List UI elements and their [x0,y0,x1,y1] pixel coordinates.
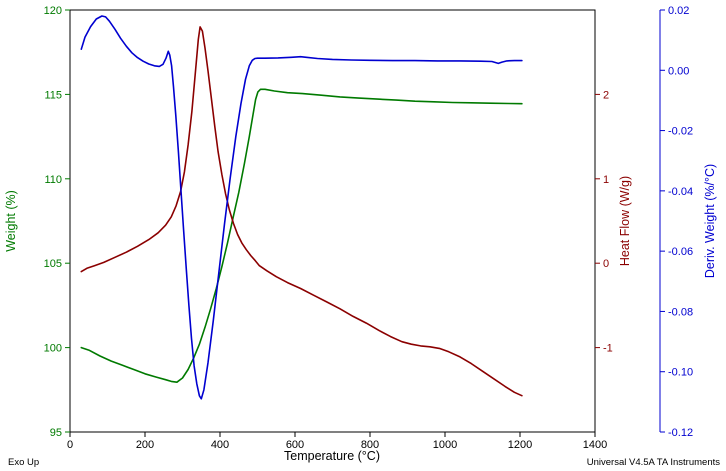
x-tick-label: 400 [211,439,229,451]
heat-flow-tick-label: 2 [603,89,609,101]
x-tick-label: 0 [67,439,73,451]
deriv-weight-tick-label: -0.12 [668,427,693,439]
x-tick-label: 1000 [433,439,457,451]
weight-axis-ticks: 95 100 105 110 115 120 [44,5,70,439]
x-tick-label: 1200 [508,439,532,451]
chart-series [80,15,523,400]
deriv-weight-tick-label: -0.06 [668,246,693,258]
deriv-weight-tick-label: -0.02 [668,126,693,138]
heat-flow-axis-title: Heat Flow (W/g) [618,176,632,266]
heat-flow-tick-label: 1 [603,174,609,186]
weight-tick-label: 95 [50,427,62,439]
weight-tick-label: 115 [44,89,62,101]
exo-up-label: Exo Up [8,457,39,468]
x-axis-title: Temperature (°C) [284,449,380,463]
deriv-weight-axis-ticks: -0.12 -0.10 -0.08 -0.06 -0.04 -0.02 0.00 0.02 [660,5,693,439]
plot-frame [69,9,596,433]
deriv-weight-tick-label: 0.02 [668,5,689,17]
x-tick-label: 200 [136,439,154,451]
x-tick-label: 600 [286,439,304,451]
weight-tick-label: 100 [44,343,62,355]
deriv-weight-tick-label: -0.08 [668,306,693,318]
x-tick-label: 800 [361,439,379,451]
series-weight [80,88,523,384]
deriv-weight-tick-label: -0.04 [668,186,693,198]
deriv-weight-tick-label: -0.10 [668,367,693,379]
x-axis-ticks: 0 200 400 600 800 1000 1200 1400 [67,432,607,451]
weight-axis-title: Weight (%) [4,190,18,252]
weight-tick-label: 105 [44,258,62,270]
x-tick-label: 1400 [583,439,607,451]
series-deriv_weight [80,15,523,400]
heat-flow-axis-ticks: -1 0 1 2 [595,89,613,355]
weight-tick-label: 110 [44,174,62,186]
deriv-weight-tick-label: 0.00 [668,65,689,77]
credit-label: Universal V4.5A TA Instruments [587,457,720,468]
series-heat_flow [80,26,523,397]
deriv-weight-axis-title: Deriv. Weight (%/°C) [703,164,717,278]
heat-flow-tick-label: 0 [603,258,609,270]
heat-flow-tick-label: -1 [603,343,613,355]
weight-tick-label: 120 [44,5,62,17]
